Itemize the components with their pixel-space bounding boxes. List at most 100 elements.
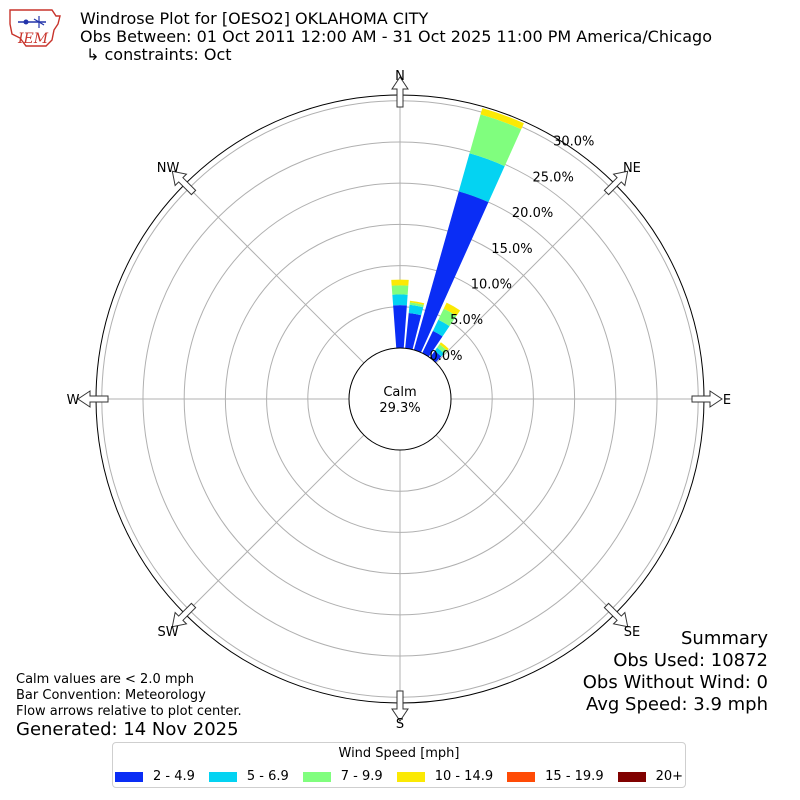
grid-spoke: [435, 183, 616, 364]
flow-arrow-icon: [391, 76, 409, 108]
legend-item: 2 - 4.9: [114, 769, 195, 784]
title-constraints: ↳ constraints: Oct: [86, 45, 232, 64]
plot-notes: Calm values are < 2.0 mph Bar Convention…: [16, 672, 242, 720]
arrow-shape: [691, 390, 723, 408]
flow-arrow-icon: [391, 690, 409, 722]
wind-bar-segment: [392, 294, 408, 306]
wind-bar-segment: [432, 319, 450, 337]
iem-logo: IEM: [6, 6, 64, 50]
legend-label: 2 - 4.9: [152, 769, 195, 784]
title-period: Obs Between: 01 Oct 2011 12:00 AM - 31 O…: [80, 27, 712, 46]
wind-bar-segment: [437, 344, 448, 354]
legend-label: 7 - 9.9: [340, 769, 383, 784]
arrow-shape: [391, 690, 409, 722]
note-arrows: Flow arrows relative to plot center.: [16, 704, 242, 719]
logo-text: IEM: [17, 31, 49, 47]
legend-swatch: [396, 771, 425, 782]
summary-panel: Summary Obs Used: 10872 Obs Without Wind…: [583, 628, 768, 716]
arrow-shape: [77, 390, 109, 408]
wind-bar-segment: [393, 305, 407, 349]
direction-label: NE: [623, 161, 641, 176]
calm-circle-shape: [348, 347, 452, 451]
summary-avg-speed: Avg Speed: 3.9 mph: [586, 694, 768, 715]
wind-bar-segment: [434, 347, 445, 357]
arrow-shape: [603, 602, 629, 628]
wind-bar-segment: [439, 342, 449, 351]
summary-obs-used: Obs Used: 10872: [613, 650, 768, 671]
wind-bar-segment: [422, 330, 443, 357]
grid-spoke: [184, 183, 365, 364]
title-station: Windrose Plot for [OESO2] OKLAHOMA CITY: [80, 9, 429, 28]
direction-label: SE: [624, 625, 640, 640]
summary-heading: Summary: [681, 628, 768, 649]
legend-item: 5 - 6.9: [208, 769, 289, 784]
direction-label: W: [67, 393, 80, 408]
arrow-shape: [171, 170, 197, 196]
flow-arrow-icon: [77, 390, 109, 408]
arrow-shape: [603, 170, 629, 196]
legend-item: 15 - 19.9: [507, 769, 604, 784]
grid-spoke: [435, 434, 616, 615]
calm-percent: 29.3%: [379, 401, 420, 416]
legend-item: 20+: [617, 769, 684, 784]
note-calm: Calm values are < 2.0 mph: [16, 672, 195, 687]
flow-arrow-icon: [603, 170, 629, 196]
radial-tick-labels: 0.0% 5.0% 10.0% 15.0% 20.0% 25.0% 30.0%: [430, 135, 595, 364]
sector-bars: [391, 108, 524, 363]
direction-arrows: [77, 76, 723, 722]
radial-tick-label: 25.0%: [533, 170, 574, 185]
legend-swatch: [302, 771, 331, 782]
legend-swatch: [617, 771, 646, 782]
legend-item: 7 - 9.9: [302, 769, 383, 784]
wind-speed-legend: Wind Speed [mph] 2 - 4.9 5 - 6.9 7 - 9.9 10…: [112, 742, 686, 788]
direction-label: NW: [157, 161, 180, 176]
legend-label: 5 - 6.9: [246, 769, 289, 784]
wind-bar-segment: [480, 108, 524, 130]
arrow-shape: [171, 602, 197, 628]
legend-label: 15 - 19.9: [545, 769, 604, 784]
calm-label: Calm: [383, 385, 416, 400]
wind-bar-segment: [458, 153, 505, 203]
note-convention: Bar Convention: Meteorology: [16, 688, 206, 703]
legend-items: 2 - 4.9 5 - 6.9 7 - 9.9 10 - 14.9 15 - 19.9 2…: [113, 769, 685, 784]
radial-tick-label: 10.0%: [471, 277, 512, 292]
legend-label: 10 - 14.9: [434, 769, 494, 784]
direction-label: N: [395, 69, 405, 84]
flow-arrow-icon: [171, 170, 197, 196]
wind-bar-segment: [391, 279, 409, 286]
generated-date: Generated: 14 Nov 2025: [16, 719, 239, 740]
wind-bar-segment: [409, 300, 425, 305]
legend-swatch: [208, 771, 237, 782]
grid-spoke: [184, 434, 365, 615]
flow-arrow-icon: [171, 602, 197, 628]
direction-labels: N NE E SE S SW W NW: [67, 69, 732, 732]
flow-arrow-icon: [603, 602, 629, 628]
radial-tick-label: 15.0%: [491, 242, 532, 257]
legend-title: Wind Speed [mph]: [338, 746, 460, 761]
wind-bar-segment: [391, 285, 409, 295]
legend-swatch: [507, 771, 536, 782]
summary-obs-without-wind: Obs Without Wind: 0: [582, 672, 768, 693]
radial-tick-label: 30.0%: [553, 135, 594, 150]
wind-bar-segment: [405, 313, 422, 350]
wind-bar-segment: [409, 302, 424, 308]
chart-title: Windrose Plot for [OESO2] OKLAHOMA CITY …: [80, 10, 712, 64]
legend-label: 20+: [655, 769, 684, 784]
radial-tick-label: 20.0%: [512, 206, 553, 221]
flow-arrow-icon: [691, 390, 723, 408]
direction-label: SW: [158, 625, 179, 640]
wind-bar-segment: [413, 191, 489, 353]
wind-bar-segment: [438, 308, 457, 327]
radial-tick-label: 5.0%: [450, 313, 483, 328]
legend-swatch: [114, 771, 143, 782]
wind-bar-segment: [469, 114, 522, 167]
legend-item: 10 - 14.9: [396, 769, 494, 784]
wind-bar-segment: [408, 304, 424, 316]
arrow-shape: [391, 76, 409, 108]
direction-label: E: [723, 393, 731, 408]
direction-label: S: [396, 717, 404, 732]
wind-bar-segment: [443, 302, 461, 316]
radial-tick-label: 0.0%: [430, 349, 463, 364]
